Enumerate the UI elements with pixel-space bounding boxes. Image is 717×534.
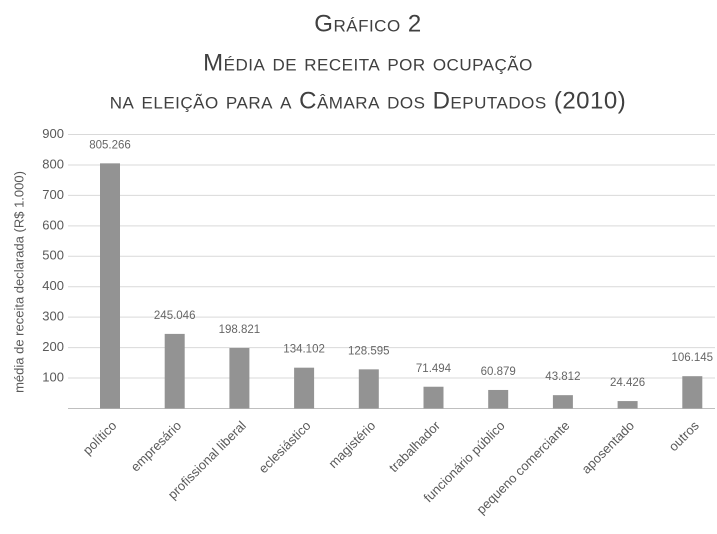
chart-title: Média de receita por ocupação	[203, 49, 533, 76]
data-label: 805.266	[89, 139, 131, 151]
x-tick-label: eclesiástico	[256, 418, 314, 476]
chart-title: na eleição para a Câmara dos Deputados (…	[110, 87, 626, 114]
data-label: 71.494	[416, 363, 452, 375]
data-label: 198.821	[219, 324, 261, 336]
bar	[552, 395, 573, 409]
y-tick-label: 100	[42, 369, 64, 384]
bar	[164, 333, 185, 409]
data-label: 43.812	[545, 371, 580, 383]
x-tick-label: empresário	[128, 418, 185, 475]
y-tick-label: 300	[42, 309, 64, 324]
data-label: 60.879	[481, 366, 516, 378]
y-tick-label: 200	[42, 339, 64, 354]
x-tick-label: magistério	[325, 418, 378, 471]
data-label: 128.595	[348, 345, 390, 357]
y-tick-label: 900	[42, 126, 64, 141]
x-tick-label: outros	[666, 418, 703, 455]
data-label: 245.046	[154, 310, 196, 322]
bar	[488, 389, 509, 409]
y-tick-label: 700	[42, 187, 64, 202]
data-label: 24.426	[610, 377, 645, 389]
x-tick-label: trabalhador	[386, 417, 444, 475]
y-tick-label: 400	[42, 278, 64, 293]
bar	[229, 347, 250, 409]
bar	[294, 367, 315, 409]
x-tick-label: aposentado	[578, 418, 637, 477]
bar	[682, 376, 703, 409]
bar	[423, 386, 444, 409]
data-label: 134.102	[283, 344, 325, 356]
bar	[100, 163, 120, 409]
bar	[358, 369, 379, 409]
chart-title: Gráfico 2	[314, 10, 421, 37]
data-label: 106.145	[672, 352, 714, 364]
x-tick-label: político	[80, 418, 120, 458]
y-tick-label: 500	[42, 248, 64, 263]
y-tick-label: 600	[42, 217, 64, 232]
y-tick-label: 800	[42, 156, 64, 171]
y-axis-label: média de receita declarada (R$ 1.000)	[11, 171, 26, 393]
bar	[617, 401, 638, 409]
